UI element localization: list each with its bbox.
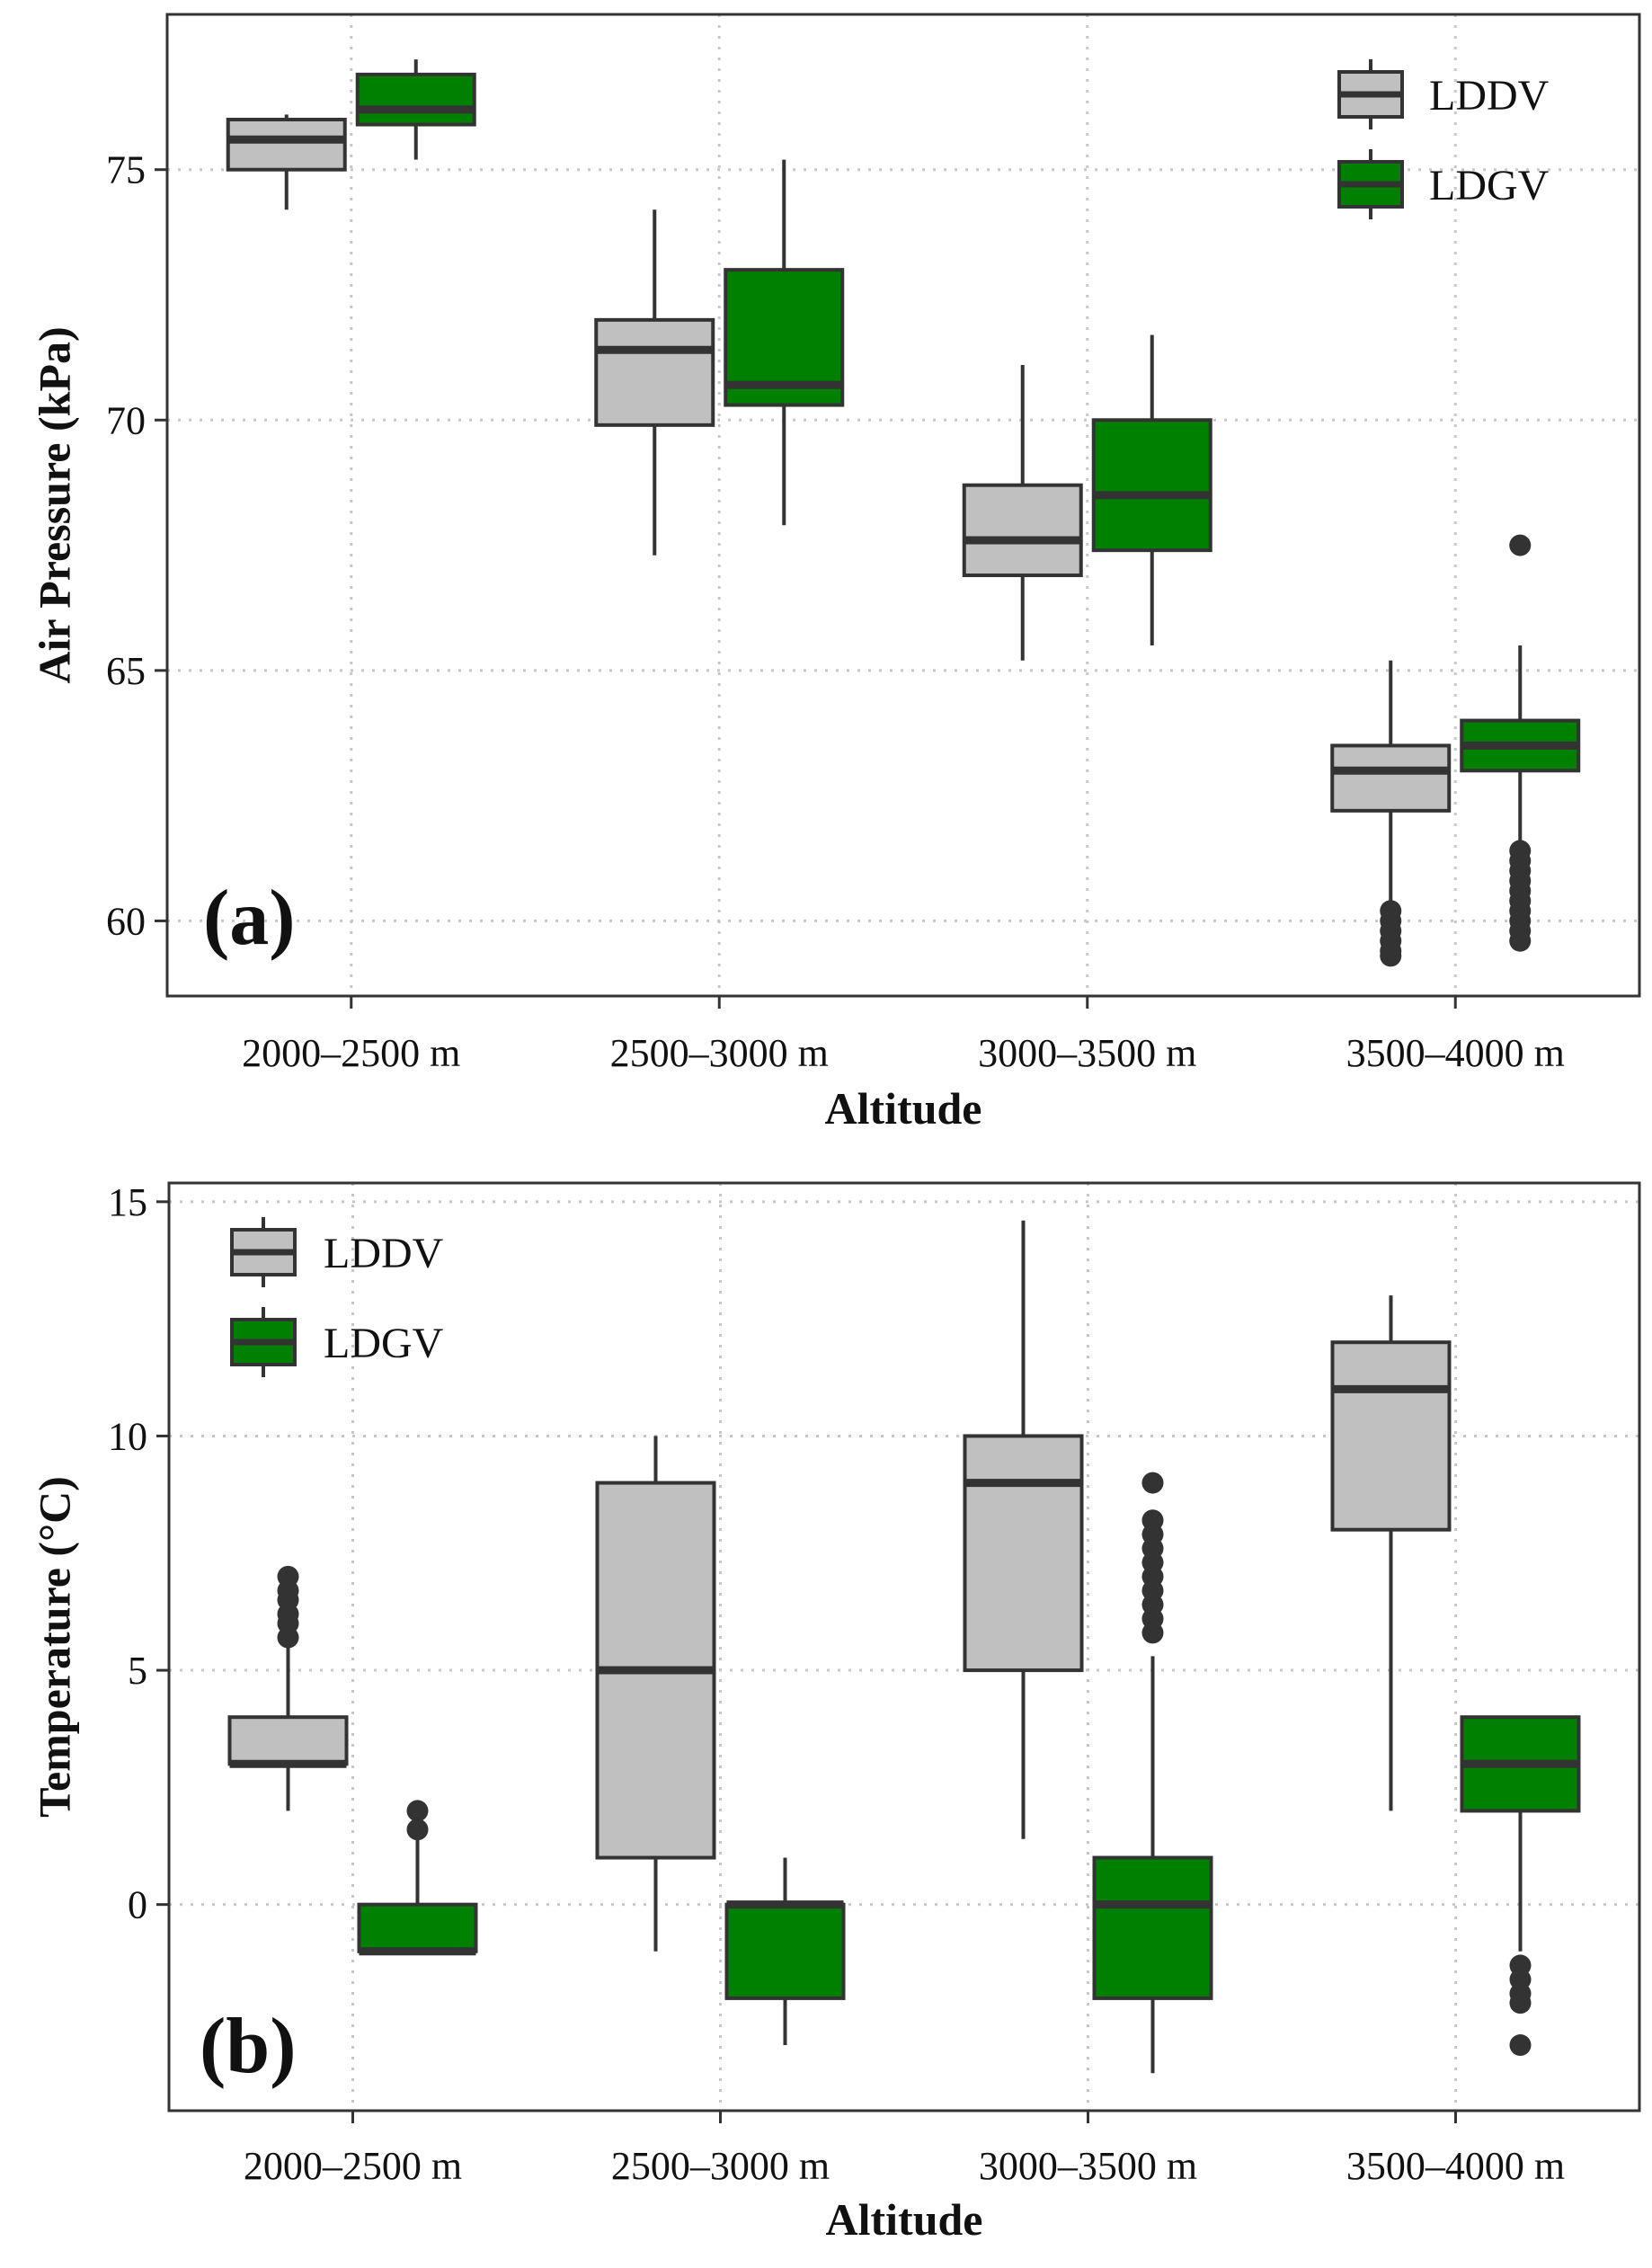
box-iqr <box>355 72 476 127</box>
box-lddv-3500-4000-m <box>1330 660 1452 967</box>
outlier-point <box>1509 1992 1532 2015</box>
y-tick-label: 70 <box>106 398 146 442</box>
box-ldgv-2500-3000-m <box>724 1857 846 2046</box>
panel-b-y-axis-title: Temperature (°C) <box>30 1476 80 1818</box>
x-tick-label: 3500–4000 m <box>1346 1031 1565 1075</box>
box-iqr <box>962 483 1083 578</box>
legend-label-ldgv: LDGV <box>324 1320 444 1367</box>
y-tick-label: 75 <box>106 148 146 192</box>
panel-a-y-axis-title: Air Pressure (kPa) <box>30 326 80 683</box>
box-iqr <box>1330 1340 1452 1532</box>
outlier-point <box>406 1819 429 1841</box>
box-iqr <box>963 1434 1084 1673</box>
x-tick-label: 2500–3000 m <box>610 1031 829 1075</box>
x-tick-label: 3500–4000 m <box>1346 2144 1565 2188</box>
x-tick-label: 2000–2500 m <box>244 2144 462 2188</box>
panel-b-x-axis-title: Altitude <box>826 2194 983 2245</box>
outlier-point <box>1141 1472 1164 1494</box>
box-lddv-3000-3500-m <box>962 365 1083 661</box>
outlier-point <box>1509 534 1532 556</box>
panel-b-temperature: 0 5 10 15 2000–2500 m 2500–3000 m 3000–3500 m… <box>30 1180 1641 2245</box>
box-iqr <box>724 1902 846 2000</box>
box-ldgv-2000-2500-m <box>355 59 476 160</box>
panel-b-x-ticks: 2000–2500 m 2500–3000 m 3000–3500 m 3500–40… <box>244 2111 1565 2188</box>
y-tick-label: 60 <box>106 899 146 943</box>
legend-key-lddv <box>230 1217 297 1287</box>
panel-b-boxes <box>227 1220 1581 2074</box>
panel-a-boxes <box>226 59 1581 967</box>
panel-b-legend: LDDV LDGV <box>230 1217 444 1377</box>
panel-b-label: (b) <box>200 2003 297 2090</box>
box-iqr <box>594 317 715 427</box>
panel-a-legend: LDDV LDGV <box>1337 59 1550 219</box>
panel-a-x-ticks: 2000–2500 m 2500–3000 m 3000–3500 m 3500–40… <box>242 996 1565 1075</box>
box-iqr <box>357 1902 478 1953</box>
y-tick-label: 0 <box>128 1883 147 1927</box>
box-lddv-2000-2500-m <box>227 1565 349 1811</box>
box-iqr <box>1330 743 1452 813</box>
box-lddv-2500-3000-m <box>595 1436 716 1952</box>
panel-a-y-ticks: 60 65 70 75 <box>106 148 167 943</box>
legend-key-lddv <box>1337 59 1404 129</box>
panel-a-label: (a) <box>203 875 296 962</box>
box-ldgv-3500-4000-m <box>1460 1715 1581 2057</box>
outlier-point <box>1141 1509 1164 1532</box>
panel-b-plot-frame <box>167 1181 1641 2112</box>
box-iqr <box>227 1715 349 1766</box>
panel-b-gridlines <box>169 1183 1639 2111</box>
box-lddv-3000-3500-m <box>963 1220 1084 1839</box>
panel-a-plot-frame <box>165 13 1641 998</box>
box-ldgv-3000-3500-m <box>1091 334 1212 645</box>
x-tick-label: 2500–3000 m <box>611 2144 830 2188</box>
legend-label-lddv: LDDV <box>324 1230 444 1277</box>
legend-key-ldgv <box>1337 149 1404 219</box>
y-tick-label: 65 <box>106 649 146 693</box>
legend-key-ldgv <box>230 1307 297 1377</box>
panel-a-air-pressure: 60 65 70 75 2000–2500 m 2500–3000 m 3000–3500… <box>30 13 1641 1134</box>
box-ldgv-3000-3500-m <box>1092 1472 1213 2074</box>
box-ldgv-2500-3000-m <box>724 159 845 526</box>
outlier-point <box>277 1565 299 1588</box>
y-tick-label: 5 <box>128 1649 147 1693</box>
outlier-point <box>1509 2034 1532 2057</box>
outlier-point <box>406 1800 429 1822</box>
panel-b-y-ticks: 0 5 10 15 <box>108 1180 169 1927</box>
box-ldgv-3500-4000-m <box>1460 534 1581 952</box>
x-tick-label: 2000–2500 m <box>242 1031 460 1075</box>
box-ldgv-2000-2500-m <box>357 1800 478 1956</box>
box-iqr <box>1092 1855 1213 2000</box>
x-tick-label: 3000–3500 m <box>979 2144 1197 2188</box>
box-lddv-2000-2500-m <box>226 114 347 210</box>
legend-label-lddv: LDDV <box>1429 72 1550 120</box>
box-lddv-2500-3000-m <box>594 209 715 556</box>
x-tick-label: 3000–3500 m <box>978 1031 1196 1075</box>
outlier-point <box>1509 929 1532 952</box>
legend-label-ldgv: LDGV <box>1429 162 1550 209</box>
panel-a-x-axis-title: Altitude <box>825 1083 982 1134</box>
box-lddv-3500-4000-m <box>1330 1295 1452 1811</box>
outlier-point <box>1380 945 1402 967</box>
y-tick-label: 15 <box>108 1180 147 1224</box>
panel-a-gridlines <box>167 14 1639 996</box>
box-iqr <box>1091 418 1212 553</box>
box-iqr <box>226 118 347 172</box>
y-tick-label: 10 <box>108 1414 147 1458</box>
